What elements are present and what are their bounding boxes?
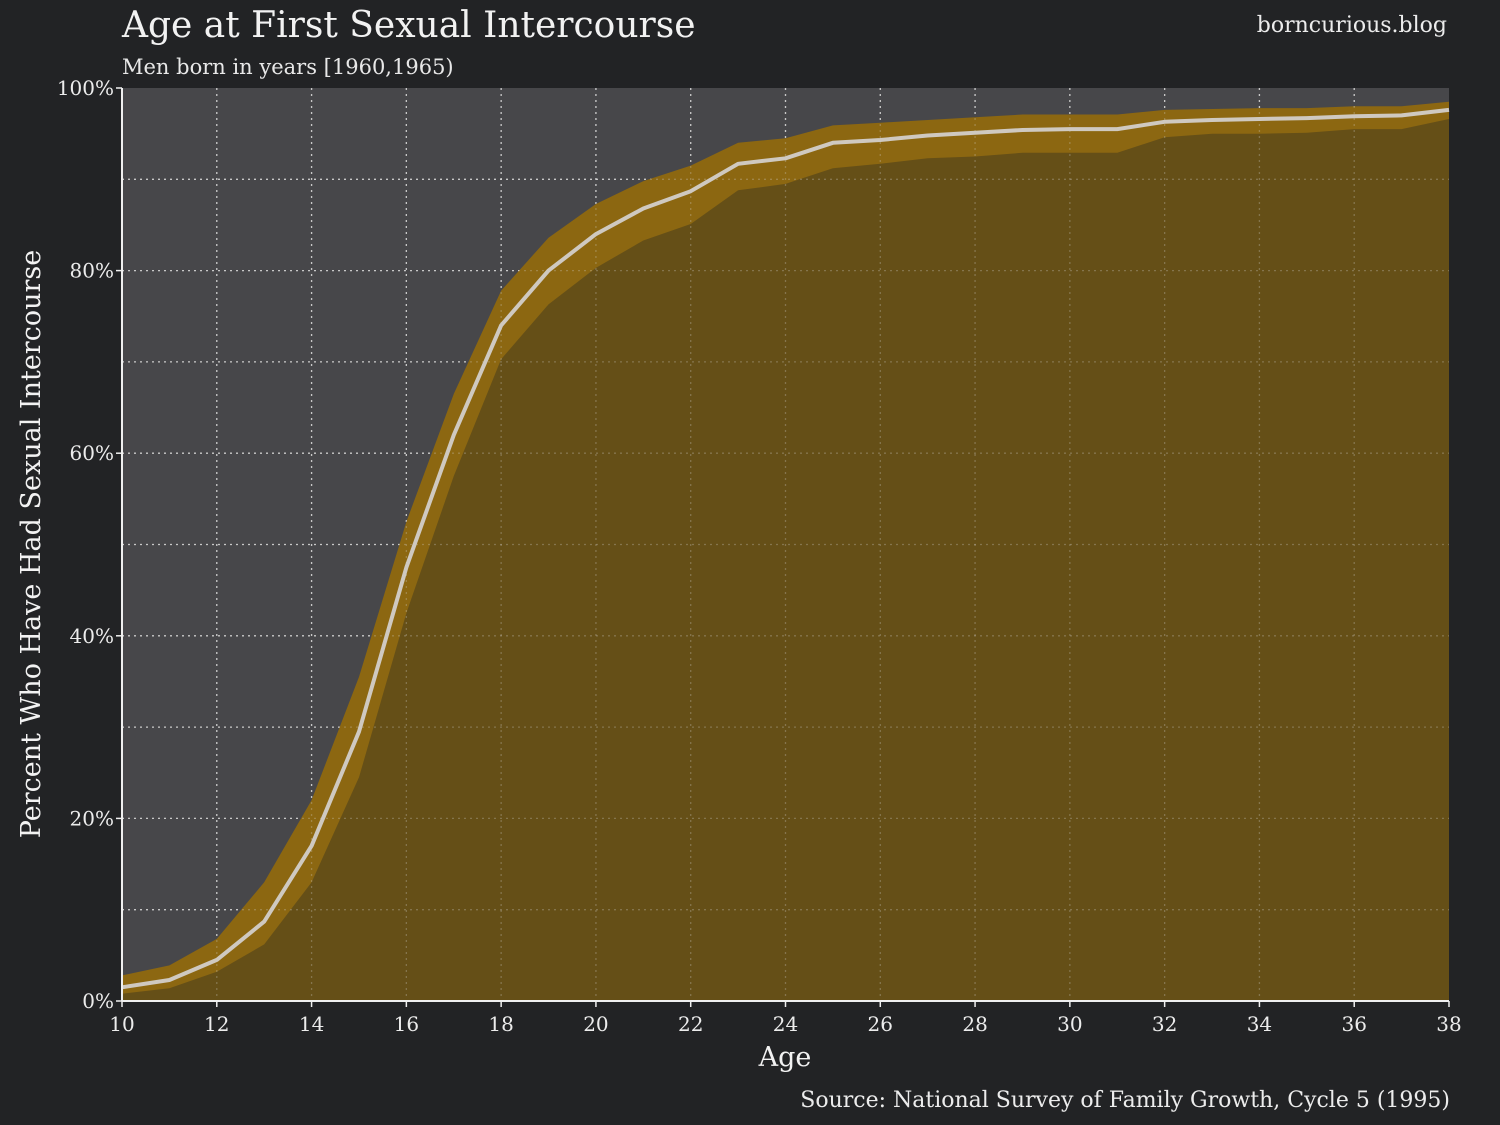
gridlines-overlay <box>122 88 1449 1001</box>
x-tick-label: 28 <box>962 1012 987 1036</box>
x-tick-label: 26 <box>868 1012 893 1036</box>
x-tick-label: 22 <box>678 1012 703 1036</box>
cumulative-area <box>122 109 1449 1001</box>
y-tick-label: 60% <box>70 441 114 465</box>
y-axis-label: Percent Who Have Had Sexual Intercourse <box>16 250 47 838</box>
x-tick-label: 18 <box>488 1012 513 1036</box>
y-tick-label: 40% <box>70 624 114 648</box>
x-axis-label: Age <box>758 1042 812 1073</box>
x-tick-label: 16 <box>394 1012 419 1036</box>
x-tick-label: 34 <box>1247 1012 1272 1036</box>
x-tick-label: 36 <box>1341 1012 1366 1036</box>
site-credit: borncurious.blog <box>1257 13 1447 38</box>
x-tick-label: 14 <box>299 1012 324 1036</box>
x-tick-label: 12 <box>204 1012 229 1036</box>
x-tick-label: 20 <box>583 1012 608 1036</box>
y-tick-label: 0% <box>82 989 114 1013</box>
source-note: Source: National Survey of Family Growth… <box>800 1088 1450 1113</box>
series-line <box>121 107 1450 990</box>
confidence-band <box>122 101 1449 994</box>
y-tick-label: 100% <box>57 76 114 100</box>
x-tick-label: 32 <box>1152 1012 1177 1036</box>
tick-labels: 10 12 14 16 18 20 22 24 26 28 30 32 34 36 38 0% 20% 40% 60… <box>57 76 1462 1036</box>
y-tick-label: 20% <box>70 806 114 830</box>
x-tick-label: 10 <box>109 1012 134 1036</box>
chart-title: Age at First Sexual Intercourse <box>121 5 696 46</box>
x-tick-label: 38 <box>1436 1012 1461 1036</box>
x-tick-label: 30 <box>1057 1012 1082 1036</box>
chart-subtitle: Men born in years [1960,1965) <box>122 55 454 79</box>
y-tick-label: 80% <box>70 259 114 283</box>
x-tick-label: 24 <box>773 1012 798 1036</box>
